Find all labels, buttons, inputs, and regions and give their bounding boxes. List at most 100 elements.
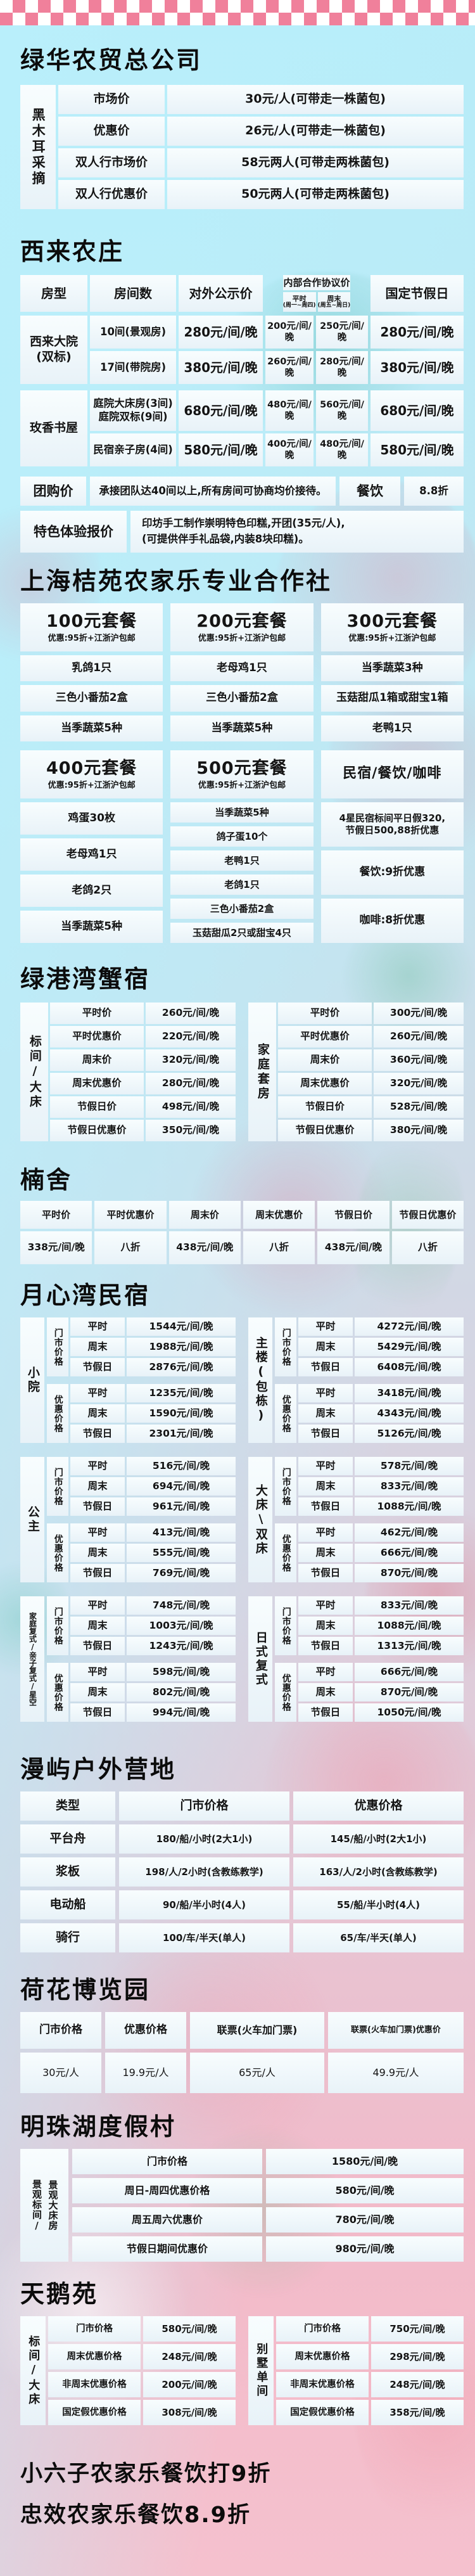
price-value: 498元/间/晚 <box>146 1096 236 1118</box>
list-price-group: 门市价格 平时 516元/间/晚 周末 694元/间/晚 节假日 961元/间/… <box>47 1457 236 1516</box>
price-value: 30元/人(可带走一株菌包) <box>167 85 464 114</box>
room-count: 庭院大床房(3间) 庭院双标(9间) <box>90 390 176 431</box>
groupbuy-desc: 承接团队达40间以上,所有房间可协商均价接待。 <box>90 477 336 506</box>
price-value: 1003元/间/晚 <box>127 1617 236 1635</box>
price-value: 320元/间/晚 <box>374 1073 464 1094</box>
price-value: 6408元/间/晚 <box>355 1358 464 1376</box>
room-type-label: 小院 <box>20 1317 44 1443</box>
price-label: 国定假优惠价格 <box>48 2400 141 2425</box>
price-value: 666元/间/晚 <box>355 1663 464 1681</box>
period-label: 节假日 <box>70 1703 125 1722</box>
price-group-label: 优惠价格 <box>275 1384 296 1443</box>
price-value: 1088元/间/晚 <box>355 1617 464 1635</box>
weekday-range: (周一~周四) <box>282 302 316 309</box>
discount-price: 163/人/2小时(含教练教学) <box>293 1857 464 1887</box>
period-label: 节假日 <box>298 1703 353 1722</box>
holiday-price: 580元/间/晚 <box>370 433 464 466</box>
nanshe-table: 平时价 平时优惠价 周末价 周末优惠价 节假日价 节假日优惠价 338元/间/晚… <box>20 1201 464 1264</box>
price-value: 578元/间/晚 <box>355 1457 464 1475</box>
period-label: 平时 <box>298 1596 353 1615</box>
price-value: 2876元/间/晚 <box>127 1358 236 1376</box>
price-label: 非周末优惠价格 <box>276 2372 369 2397</box>
luhua-price-table: 黑木耳采摘 市场价 30元/人(可带走一株菌包) 优惠价 26元/人(可带走一株… <box>20 85 464 209</box>
weekday-label: 平时 <box>292 294 307 303</box>
period-label: 节假日 <box>298 1358 353 1376</box>
price-label: 双人行市场价 <box>58 148 165 177</box>
price-group-label: 优惠价格 <box>47 1384 68 1443</box>
price-value: 802元/间/晚 <box>127 1683 236 1701</box>
room-block-family-suite: 家庭套房 平时价 300元/间/晚 平时优惠价 260元/间/晚 周末价 360… <box>248 1003 464 1141</box>
groupbuy-label: 团购价 <box>20 477 86 506</box>
price-value: 666元/间/晚 <box>355 1544 464 1562</box>
period-label: 周末 <box>70 1477 125 1496</box>
xilai-experience-row: 特色体验报价 印坊手工制作崇明特色印糕,开团(35元/人), (可提供伴手礼品袋… <box>20 511 464 553</box>
package-300: 300元套餐 优惠:95折+江浙沪包邮 当季蔬菜3种 玉菇甜瓜1箱或甜宝1箱 老… <box>320 603 464 741</box>
section-title-mingzhu: 明珠湖度假村 <box>20 2113 177 2141</box>
price-value: 833元/间/晚 <box>355 1596 464 1615</box>
price-value: 961元/间/晚 <box>127 1497 236 1516</box>
weekday-price: 400元/间/晚 <box>265 433 314 466</box>
room-block-standard: 标间/大床 门市价格 580元/间/晚 周末优惠价格 248元/间/晚 非周末优… <box>20 2316 236 2425</box>
package-item: 老鸽1只 <box>170 875 314 895</box>
price-label: 周五周六优惠价 <box>72 2207 262 2233</box>
room-type-name: 西来大院 (双标) <box>20 316 87 384</box>
activity-type: 平台舟 <box>20 1824 115 1854</box>
price-value: 5126元/间/晚 <box>355 1425 464 1443</box>
room-count: 民宿亲子房(4间) <box>90 433 176 466</box>
price-value: 462元/间/晚 <box>355 1523 464 1542</box>
discount-price-group: 优惠价格 平时 1235元/间/晚 周末 1590元/间/晚 节假日 2301元… <box>47 1384 236 1443</box>
footer-discount-zhongxiao: 忠效农家乐餐饮8.9折 <box>20 2502 251 2528</box>
price-value: 4272元/间/晚 <box>355 1317 464 1336</box>
package-item: 老鸭1只 <box>320 715 464 741</box>
price-label: 平时价 <box>50 1003 144 1024</box>
discount-price-group: 优惠价格 平时 413元/间/晚 周末 555元/间/晚 节假日 769元/间/… <box>47 1523 236 1582</box>
period-label: 周末 <box>298 1617 353 1635</box>
room-type-label: 主楼(包栋) <box>248 1317 272 1443</box>
room-block-villa: 别墅单间 门市价格 750元/间/晚 周末优惠价格 298元/间/晚 非周末优惠… <box>248 2316 464 2425</box>
room-block-jiating-fushi: 家庭复式/亲子复式/星空 门市价格 平时 748元/间/晚 周末 1003元/间… <box>20 1596 236 1722</box>
price-label: 门市价格 <box>276 2316 369 2342</box>
period-label: 平时 <box>70 1663 125 1681</box>
col-header-room-count: 房间数 <box>90 275 176 312</box>
period-label: 节假日 <box>298 1637 353 1655</box>
col-header: 节假日优惠价 <box>391 1201 464 1229</box>
package-item: 三色小番茄2盒 <box>170 685 314 712</box>
price-value: 833元/间/晚 <box>355 1477 464 1496</box>
list-price: 198/人/2小时(含教练教学) <box>119 1857 289 1887</box>
discount-price-group: 优惠价格 平时 666元/间/晚 周末 870元/间/晚 节假日 1050元/间… <box>275 1663 464 1722</box>
period-label: 节假日 <box>298 1564 353 1582</box>
price-value: 1313元/间/晚 <box>355 1637 464 1655</box>
xilai-group-shuwu: 玫香书屋 庭院大床房(3间) 庭院双标(9间) 680元/间/晚 480元/间/… <box>20 390 464 466</box>
price-value: 380元/间/晚 <box>374 1120 464 1141</box>
period-label: 周末 <box>70 1617 125 1635</box>
xilai-groupbuy-row: 团购价 承接团队达40间以上,所有房间可协商均价接待。 餐饮 8.8折 <box>20 477 464 506</box>
price-value: 350元/间/晚 <box>146 1120 236 1141</box>
col-header-holiday: 国定节假日 <box>370 275 464 312</box>
period-label: 平时 <box>298 1523 353 1542</box>
room-type-name: 玫香书屋 <box>20 390 87 466</box>
price-label: 周末优惠价 <box>50 1073 144 1094</box>
juyuan-package-row-1: 100元套餐 优惠:95折+江浙沪包邮 乳鸽1只 三色小番茄2盒 当季蔬菜5种 … <box>20 603 464 741</box>
price-value: 2301元/间/晚 <box>127 1425 236 1443</box>
activity-type: 骑行 <box>20 1923 115 1952</box>
package-item: 老鸽2只 <box>20 875 163 907</box>
weekday-price: 480元/间/晚 <box>265 390 314 431</box>
section-title-hehua: 荷花博览园 <box>20 1976 151 2004</box>
col-header: 周末优惠价 <box>243 1201 315 1229</box>
package-item: 鸡蛋30枚 <box>20 802 163 835</box>
col-header: 门市价格 <box>20 2012 101 2049</box>
package-name: 100元套餐 <box>46 611 137 631</box>
room-block-rishi-fushi: 日式复式 门市价格 平时 833元/间/晚 周末 1088元/间/晚 节假日 1… <box>248 1596 464 1722</box>
package-header: 100元套餐 优惠:95折+江浙沪包邮 <box>20 603 163 651</box>
price-value: 50元两人(可带走两株菌包) <box>167 180 464 209</box>
package-item: 当季蔬菜5种 <box>170 802 314 823</box>
period-label: 周末 <box>70 1338 125 1356</box>
list-price: 180/船/小时(2大1小) <box>119 1824 289 1854</box>
col-header-public-price: 对外公示价 <box>179 275 263 312</box>
price-group-label: 优惠价格 <box>47 1523 68 1582</box>
package-name: 300元套餐 <box>346 611 438 631</box>
package-200: 200元套餐 优惠:95折+江浙沪包邮 老母鸡1只 三色小番茄2盒 当季蔬菜5种 <box>170 603 314 741</box>
price-value: 338元/间/晚 <box>20 1231 92 1264</box>
mingzhu-table: 景观标间/ 景观大床房 门市价格 1580元/间/晚 周日-周四优惠价格 580… <box>20 2149 464 2262</box>
